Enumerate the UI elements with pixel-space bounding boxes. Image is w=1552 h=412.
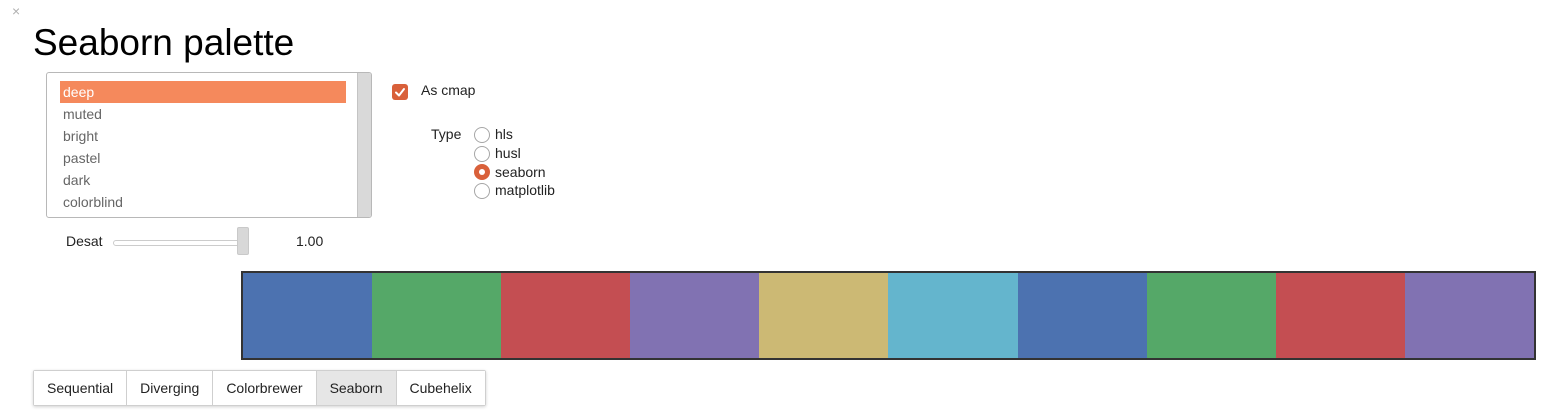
- close-icon[interactable]: ×: [12, 3, 21, 19]
- tab-diverging[interactable]: Diverging: [127, 371, 214, 405]
- palette-preview: [241, 271, 1536, 360]
- desat-slider-track[interactable]: [113, 240, 249, 246]
- palette-option-pastel[interactable]: pastel: [63, 150, 101, 166]
- palette-swatch: [243, 273, 373, 358]
- palette-swatch: [372, 273, 502, 358]
- palette-type-tabs: Sequential Diverging Colorbrewer Seaborn…: [33, 370, 486, 406]
- palette-option-colorblind[interactable]: colorblind: [63, 194, 123, 210]
- palette-option-dark[interactable]: dark: [63, 172, 91, 188]
- palette-option-bright[interactable]: bright: [63, 128, 99, 144]
- palette-swatch: [759, 273, 889, 358]
- page-title: Seaborn palette: [33, 22, 295, 63]
- type-radio-seaborn[interactable]: [474, 164, 490, 180]
- palette-listbox[interactable]: deep muted bright pastel dark colorblind: [46, 72, 372, 218]
- desat-slider-handle[interactable]: [237, 227, 249, 255]
- type-radio-matplotlib[interactable]: [474, 183, 490, 199]
- palette-swatch: [1404, 273, 1534, 358]
- type-label: Type: [431, 126, 462, 142]
- type-option-label-hls: hls: [495, 126, 513, 142]
- listbox-scrollbar[interactable]: [357, 73, 371, 217]
- checkmark-icon: [395, 88, 405, 97]
- tab-seaborn[interactable]: Seaborn: [316, 371, 397, 405]
- type-option-label-matplotlib: matplotlib: [495, 182, 555, 198]
- palette-option-muted[interactable]: muted: [63, 106, 102, 122]
- palette-swatch: [1017, 273, 1147, 358]
- palette-swatch: [1146, 273, 1276, 358]
- desat-value: 1.00: [296, 233, 324, 249]
- palette-swatch: [630, 273, 760, 358]
- palette-swatch: [1275, 273, 1405, 358]
- palette-swatch: [888, 273, 1018, 358]
- palette-swatch: [501, 273, 631, 358]
- as-cmap-checkbox[interactable]: [392, 84, 408, 100]
- tab-colorbrewer[interactable]: Colorbrewer: [213, 371, 317, 405]
- as-cmap-label: As cmap: [421, 82, 476, 98]
- type-option-label-husl: husl: [495, 145, 521, 161]
- tab-cubehelix[interactable]: Cubehelix: [396, 371, 485, 405]
- tab-sequential[interactable]: Sequential: [34, 371, 128, 405]
- type-radio-hls[interactable]: [474, 127, 490, 143]
- type-radio-husl[interactable]: [474, 146, 490, 162]
- palette-option-deep[interactable]: deep: [60, 81, 346, 103]
- type-option-label-seaborn: seaborn: [495, 164, 546, 180]
- desat-label: Desat: [66, 233, 103, 249]
